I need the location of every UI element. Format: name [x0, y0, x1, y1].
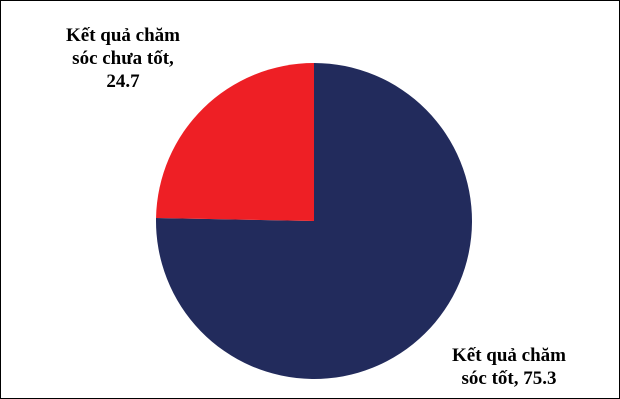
slice-label-good: Kết quả chăm sóc tốt, 75.3 [419, 344, 599, 390]
slice-label-not-good-line-2: sóc chưa tốt, [72, 48, 174, 69]
slice-label-not-good: Kết quả chăm sóc chưa tốt, 24.7 [33, 24, 213, 93]
pie-slice-1 [156, 63, 314, 221]
slice-label-good-line-2: sóc tốt, 75.3 [461, 368, 557, 389]
pie-slices [156, 63, 473, 379]
pie-slice-0 [156, 63, 473, 379]
slice-label-not-good-line-3: 24.7 [106, 71, 140, 92]
slice-label-not-good-line-1: Kết quả chăm [66, 25, 180, 46]
slice-label-good-line-1: Kết quả chăm [452, 345, 566, 366]
